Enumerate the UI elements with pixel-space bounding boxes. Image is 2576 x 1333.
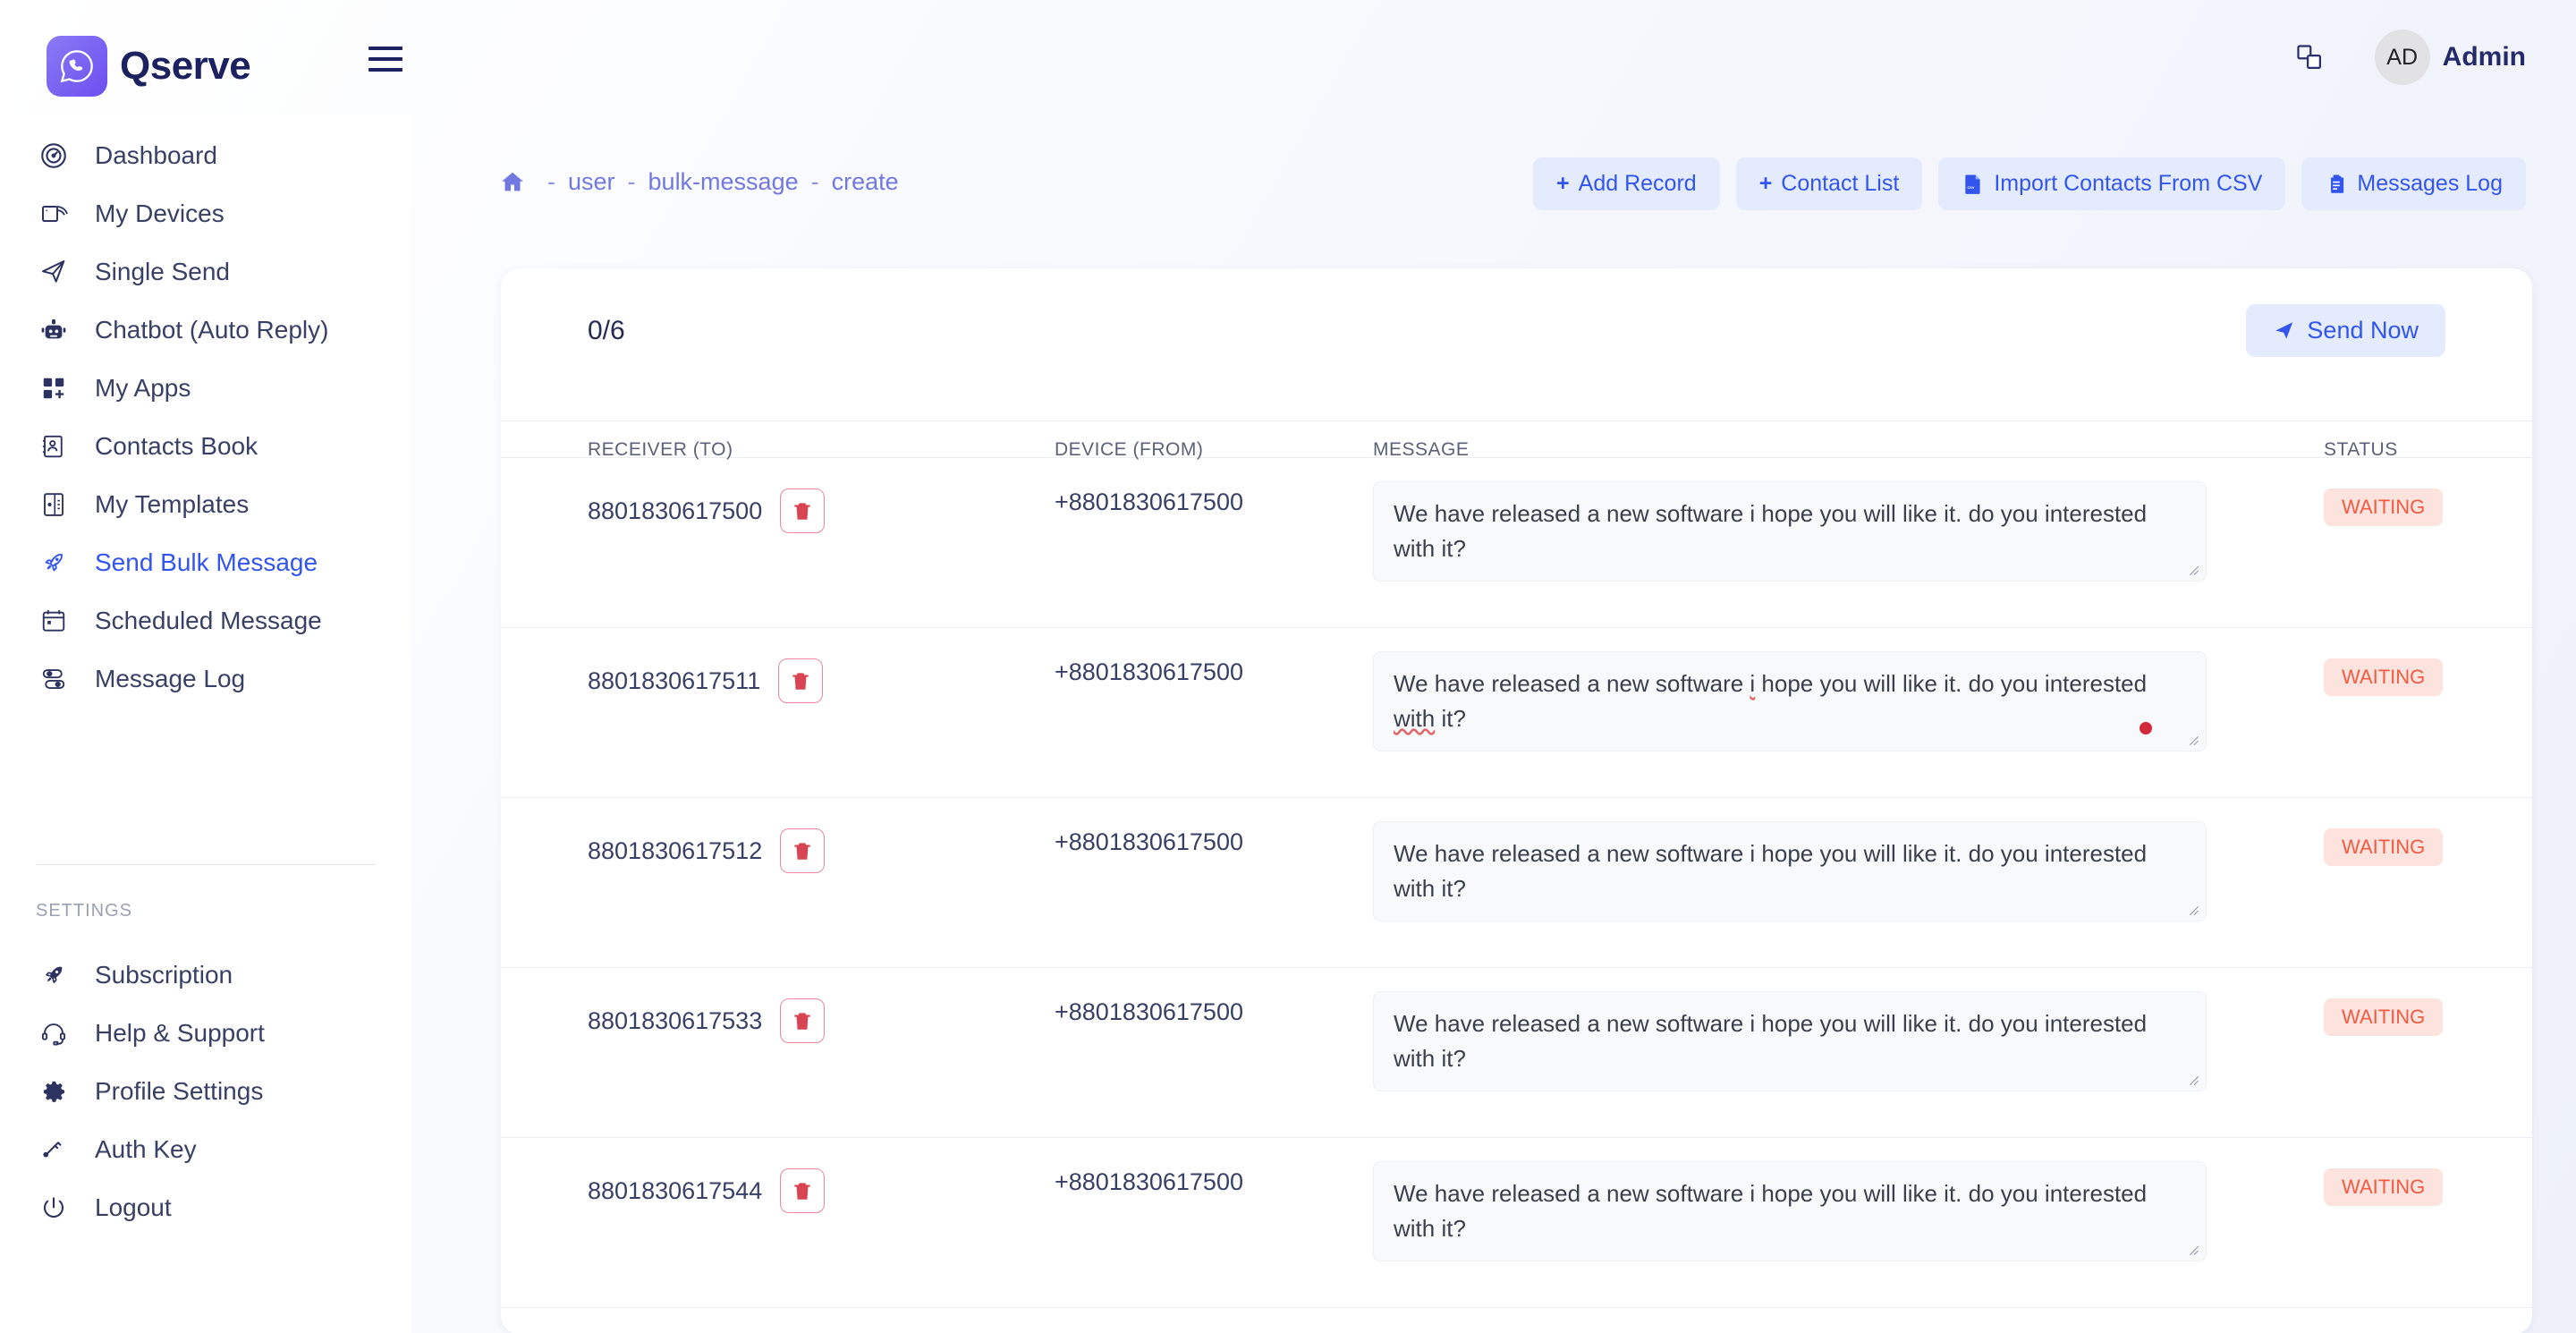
svg-text:CSV: CSV bbox=[1968, 184, 1975, 189]
